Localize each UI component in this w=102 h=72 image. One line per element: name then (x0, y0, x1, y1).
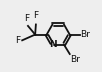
Text: F: F (33, 11, 38, 20)
Text: F: F (24, 14, 29, 23)
Text: F: F (15, 36, 20, 45)
Text: Br: Br (70, 55, 80, 64)
Text: N: N (49, 40, 56, 49)
Text: Br: Br (80, 30, 90, 39)
